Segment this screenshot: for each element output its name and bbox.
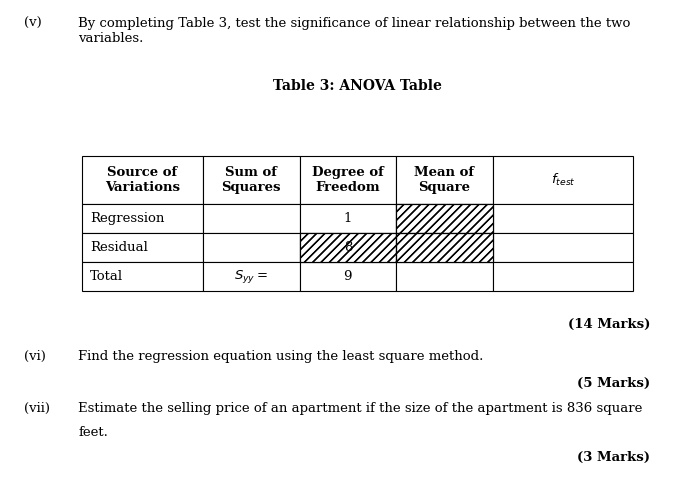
- Bar: [300, 233, 396, 262]
- Bar: [396, 233, 492, 262]
- Text: 9: 9: [344, 270, 352, 283]
- Bar: [82, 233, 203, 262]
- Bar: [300, 233, 396, 262]
- Text: 1: 1: [344, 212, 352, 225]
- Text: feet.: feet.: [78, 426, 108, 438]
- Bar: [396, 262, 492, 291]
- Text: $f_{test}$: $f_{test}$: [551, 172, 575, 188]
- Bar: [203, 262, 300, 291]
- Bar: [396, 156, 492, 204]
- Text: Table 3: ANOVA Table: Table 3: ANOVA Table: [273, 79, 442, 93]
- Bar: [203, 156, 300, 204]
- Text: $S_{yy}=$: $S_{yy}=$: [234, 268, 268, 285]
- Bar: [492, 262, 633, 291]
- Text: (14 Marks): (14 Marks): [568, 318, 650, 331]
- Text: Source of
Variations: Source of Variations: [105, 166, 180, 194]
- Text: Regression: Regression: [90, 212, 164, 225]
- Bar: [396, 204, 492, 233]
- Text: By completing Table 3, test the significance of linear relationship between the : By completing Table 3, test the signific…: [78, 17, 631, 30]
- Bar: [300, 156, 396, 204]
- Bar: [300, 233, 396, 262]
- Text: Residual: Residual: [90, 241, 148, 254]
- Bar: [492, 233, 633, 262]
- Bar: [82, 156, 203, 204]
- Bar: [82, 262, 203, 291]
- Bar: [300, 262, 396, 291]
- Text: Total: Total: [90, 270, 123, 283]
- Text: (5 Marks): (5 Marks): [577, 377, 650, 390]
- Bar: [203, 204, 300, 233]
- Bar: [396, 204, 492, 233]
- Bar: [396, 233, 492, 262]
- Text: variables.: variables.: [78, 32, 144, 45]
- Bar: [492, 204, 633, 233]
- Bar: [300, 204, 396, 233]
- Text: (vii): (vii): [24, 402, 50, 415]
- Text: Estimate the selling price of an apartment if the size of the apartment is 836 s: Estimate the selling price of an apartme…: [78, 402, 643, 415]
- Text: (v): (v): [24, 17, 42, 30]
- Text: Mean of
Square: Mean of Square: [415, 166, 475, 194]
- Bar: [396, 204, 492, 233]
- Bar: [492, 156, 633, 204]
- Bar: [82, 204, 203, 233]
- Text: 8: 8: [344, 241, 352, 254]
- Text: (vi): (vi): [24, 350, 46, 363]
- Text: Sum of
Squares: Sum of Squares: [221, 166, 281, 194]
- Text: (3 Marks): (3 Marks): [577, 451, 650, 464]
- Text: Degree of
Freedom: Degree of Freedom: [312, 166, 384, 194]
- Text: Find the regression equation using the least square method.: Find the regression equation using the l…: [78, 350, 484, 363]
- Bar: [396, 233, 492, 262]
- Bar: [203, 233, 300, 262]
